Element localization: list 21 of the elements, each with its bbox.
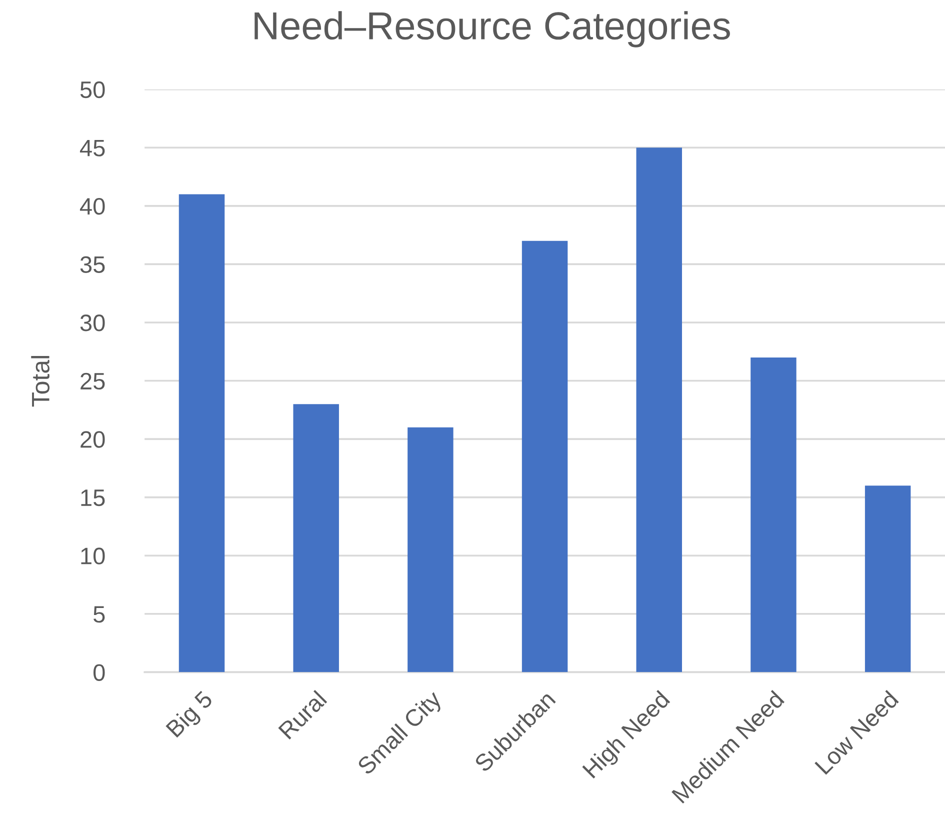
y-tick-label: 25 <box>80 372 105 390</box>
x-tick-label: Big 5 <box>165 690 217 742</box>
y-axis-title: Total <box>31 356 50 407</box>
chart-title: Need–Resource Categories <box>254 11 730 48</box>
bar <box>293 404 339 672</box>
y-tick-label: 15 <box>81 490 105 506</box>
y-tick-label: 5 <box>94 606 105 623</box>
y-tick-label: 0 <box>93 664 105 681</box>
y-tick-label: 10 <box>81 548 105 564</box>
y-tick-label: 40 <box>80 198 105 215</box>
y-tick-label: 30 <box>80 314 105 332</box>
bar <box>178 194 225 672</box>
bar <box>864 486 911 672</box>
y-tick-label: 45 <box>80 140 105 156</box>
bar <box>408 427 454 672</box>
y-tick-label: 35 <box>80 256 105 273</box>
y-tick-label: 50 <box>80 81 105 98</box>
bar <box>636 148 682 672</box>
bar <box>750 357 796 672</box>
bar <box>522 240 568 672</box>
y-tick-label: 20 <box>80 431 105 448</box>
